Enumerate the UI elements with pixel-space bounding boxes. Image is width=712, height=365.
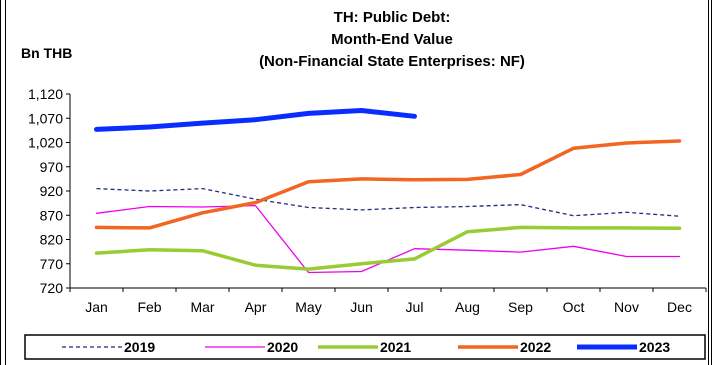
y-tick-label: 920 — [40, 183, 64, 199]
y-axis-label: Bn THB — [21, 45, 72, 61]
y-tick-label: 770 — [40, 256, 64, 272]
y-tick-label: 870 — [40, 207, 64, 223]
series-line-2021 — [94, 225, 682, 271]
x-tick-label: Dec — [667, 299, 692, 315]
series-line-2022 — [94, 139, 682, 230]
y-tick-label: 1,070 — [28, 110, 63, 126]
series-line-2019 — [96, 187, 680, 217]
legend-label-2023: 2023 — [639, 339, 670, 355]
x-tick-label: May — [295, 299, 321, 315]
x-tick-label: Apr — [245, 299, 267, 315]
chart-legend: 2019 2020 2021 2022 2023 — [24, 334, 706, 360]
chart-series — [94, 108, 682, 274]
chart-title: TH: Public Debt: Month-End Value (Non-Fi… — [259, 9, 525, 70]
legend-label-2022: 2022 — [520, 339, 551, 355]
y-axis-ticks: 720 770 820 870 920 970 1,020 1,070 1,120 — [28, 86, 70, 296]
series-line-2023 — [94, 108, 417, 132]
x-tick-label: Sep — [508, 299, 533, 315]
x-tick-label: Jan — [85, 299, 108, 315]
x-tick-label: Jun — [350, 299, 373, 315]
chart-title-line-2: Month-End Value — [331, 31, 453, 48]
y-tick-label: 970 — [40, 159, 64, 175]
legend-label-2020: 2020 — [267, 339, 298, 355]
y-tick-label: 720 — [40, 280, 64, 296]
x-tick-label: Aug — [455, 299, 480, 315]
legend-label-2019: 2019 — [124, 339, 155, 355]
x-tick-label: Jul — [406, 299, 424, 315]
x-tick-label: Nov — [614, 299, 639, 315]
chart-title-line-1: TH: Public Debt: — [334, 9, 451, 26]
chart-inner-frame — [5, 0, 709, 365]
x-tick-label: Feb — [137, 299, 161, 315]
x-tick-label: Oct — [563, 299, 585, 315]
chart-axes — [69, 94, 706, 289]
x-tick-label: Mar — [190, 299, 214, 315]
chart-title-line-3: (Non-Financial State Enterprises: NF) — [259, 53, 525, 70]
legend-label-2021: 2021 — [380, 339, 411, 355]
y-tick-label: 1,020 — [28, 135, 63, 151]
x-axis-ticks: Jan Feb Mar Apr May Jun Jul Aug Sep Oct Nov Dec — [69, 288, 707, 315]
y-tick-label: 1,120 — [28, 86, 63, 102]
y-tick-label: 820 — [40, 232, 64, 248]
